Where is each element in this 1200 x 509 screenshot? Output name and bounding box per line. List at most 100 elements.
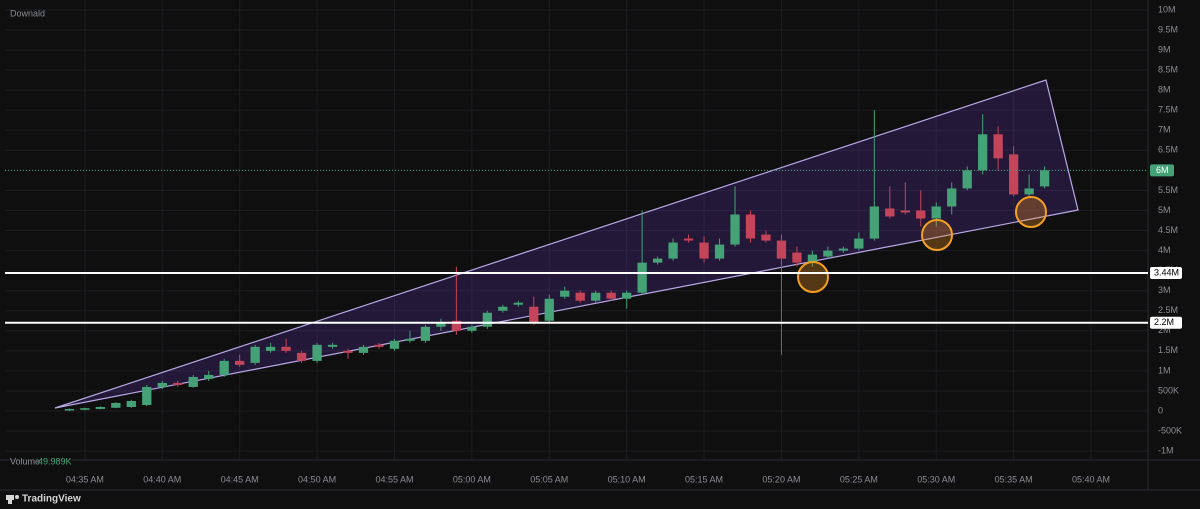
candle-body: [451, 320, 462, 331]
level-label: 3.44M: [1154, 267, 1179, 277]
chart-title: Downald: [10, 8, 45, 18]
candles: [64, 110, 1050, 411]
x-tick-label: 04:35 AM: [66, 474, 104, 484]
candle-body: [962, 170, 972, 189]
candle-body: [142, 386, 152, 405]
x-tick-label: 05:25 AM: [840, 474, 878, 484]
candle-body: [652, 258, 663, 263]
candle-body: [219, 360, 229, 375]
brand-logo: TradingView: [6, 494, 81, 505]
brand-name: TradingView: [22, 494, 81, 505]
y-tick-label: 1.5M: [1158, 345, 1178, 355]
candle-body: [622, 292, 632, 299]
candle-body: [792, 252, 802, 263]
last-price-label: 6M: [1156, 165, 1169, 175]
y-tick-label: 1M: [1158, 365, 1171, 375]
x-tick-label: 04:55 AM: [375, 474, 413, 484]
candle-body: [776, 240, 787, 259]
candle-body: [95, 406, 105, 409]
candle-body: [312, 344, 322, 361]
triangle-pattern: [54, 79, 1079, 409]
y-tick-label: 8M: [1158, 85, 1171, 95]
y-tick-label: 8.5M: [1158, 65, 1178, 75]
candle-body: [111, 402, 121, 408]
x-tick-label: 05:35 AM: [995, 474, 1033, 484]
candle-body: [281, 346, 291, 351]
candle-body: [885, 208, 895, 217]
candle-body: [714, 244, 725, 259]
candle-body: [1024, 188, 1034, 195]
y-tick-label: 10M: [1158, 4, 1176, 14]
candle-body: [64, 408, 75, 411]
x-tick-label: 05:05 AM: [530, 474, 568, 484]
candle-body: [544, 298, 554, 321]
candle-body: [513, 302, 523, 305]
grid: [5, 0, 1148, 460]
x-tick-label: 04:45 AM: [221, 474, 259, 484]
x-tick-label: 04:50 AM: [298, 474, 336, 484]
level-label-bg: [1150, 316, 1182, 329]
candle-body: [575, 292, 585, 301]
logo-mark: [6, 495, 14, 500]
logo-mark: [15, 495, 19, 499]
level-label-bg: [1150, 267, 1182, 280]
y-tick-label: 500K: [1158, 385, 1179, 395]
candle-body: [838, 248, 849, 251]
highlight-circle: [921, 219, 953, 251]
candle-body: [606, 292, 616, 299]
highlight-circle: [797, 261, 829, 293]
candle-body: [761, 234, 771, 241]
y-tick-label: 6.5M: [1158, 145, 1178, 155]
candle-body: [993, 134, 1003, 159]
candle-body: [637, 262, 647, 293]
y-tick-label: 4.5M: [1158, 225, 1178, 235]
candle-body: [126, 400, 136, 407]
candle-body: [1039, 170, 1050, 187]
candle-body: [1008, 154, 1019, 195]
highlight-circle: [1015, 196, 1047, 228]
candle-body: [978, 134, 988, 171]
candle-body: [327, 344, 338, 347]
candle-body: [405, 338, 415, 341]
candle-body: [374, 344, 384, 347]
logo-mark: [8, 500, 12, 504]
candle-body: [529, 306, 539, 323]
candle-body: [188, 376, 198, 387]
candle-body: [807, 254, 818, 263]
y-tick-label: 5.5M: [1158, 185, 1178, 195]
candle-body: [730, 214, 740, 245]
candle-body: [235, 360, 245, 365]
candle-body: [947, 188, 957, 207]
candle-body: [560, 290, 570, 297]
x-tick-label: 05:00 AM: [453, 474, 491, 484]
x-tick-label: 04:40 AM: [143, 474, 181, 484]
candle-body: [204, 374, 214, 379]
y-tick-label: 9M: [1158, 44, 1171, 54]
volume-value: 49.989K: [38, 456, 72, 466]
y-tick-label: 7.5M: [1158, 105, 1178, 115]
x-tick-label: 05:30 AM: [917, 474, 955, 484]
candle-body: [389, 340, 400, 349]
candle-body: [900, 210, 910, 213]
y-tick-label: 4M: [1158, 245, 1171, 255]
candle-body: [668, 242, 678, 259]
last-price-bg: [1150, 164, 1174, 177]
candle-body: [869, 206, 879, 239]
candle-body: [343, 350, 353, 353]
candle-body: [250, 346, 260, 363]
candle-body: [80, 408, 90, 410]
candle-body: [823, 250, 833, 257]
x-tick-label: 05:40 AM: [1072, 474, 1110, 484]
x-tick-label: 05:10 AM: [608, 474, 646, 484]
level-label: 2.2M: [1154, 317, 1174, 327]
candle-body: [931, 206, 941, 219]
candle-body: [436, 322, 446, 327]
candle-body: [854, 238, 864, 249]
y-tick-label: 2.5M: [1158, 305, 1178, 315]
candle-body: [916, 210, 926, 219]
candle-body: [420, 326, 431, 341]
y-tick-label: 5M: [1158, 205, 1171, 215]
y-tick-label: 7M: [1158, 125, 1171, 135]
